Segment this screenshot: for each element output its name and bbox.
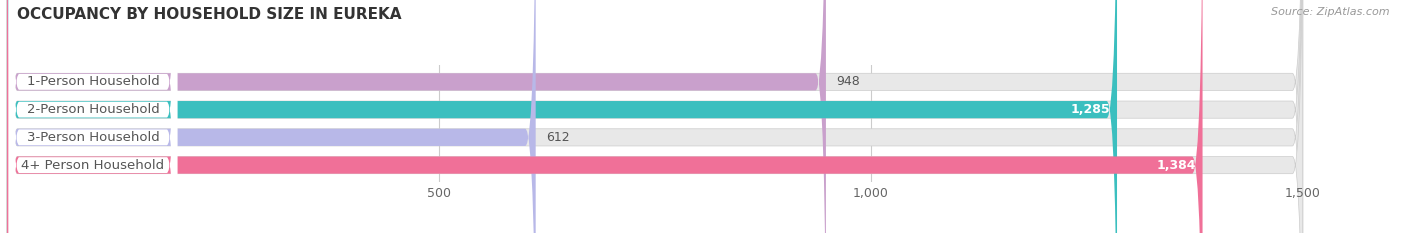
Text: 3-Person Household: 3-Person Household <box>27 131 159 144</box>
FancyBboxPatch shape <box>8 0 177 233</box>
Text: Source: ZipAtlas.com: Source: ZipAtlas.com <box>1271 7 1389 17</box>
FancyBboxPatch shape <box>7 0 1202 233</box>
FancyBboxPatch shape <box>7 0 1303 233</box>
FancyBboxPatch shape <box>7 0 1116 233</box>
FancyBboxPatch shape <box>7 0 825 233</box>
Text: 1,285: 1,285 <box>1070 103 1111 116</box>
Text: 612: 612 <box>546 131 569 144</box>
FancyBboxPatch shape <box>7 0 1303 233</box>
FancyBboxPatch shape <box>8 0 177 233</box>
Text: 4+ Person Household: 4+ Person Household <box>21 159 165 171</box>
Text: 2-Person Household: 2-Person Household <box>27 103 159 116</box>
FancyBboxPatch shape <box>7 0 1303 233</box>
Text: 1-Person Household: 1-Person Household <box>27 75 159 88</box>
Text: 948: 948 <box>837 75 860 88</box>
FancyBboxPatch shape <box>7 0 536 233</box>
FancyBboxPatch shape <box>8 0 177 233</box>
Text: OCCUPANCY BY HOUSEHOLD SIZE IN EUREKA: OCCUPANCY BY HOUSEHOLD SIZE IN EUREKA <box>17 7 401 22</box>
FancyBboxPatch shape <box>8 0 177 233</box>
Text: 1,384: 1,384 <box>1156 159 1195 171</box>
FancyBboxPatch shape <box>7 0 1303 233</box>
